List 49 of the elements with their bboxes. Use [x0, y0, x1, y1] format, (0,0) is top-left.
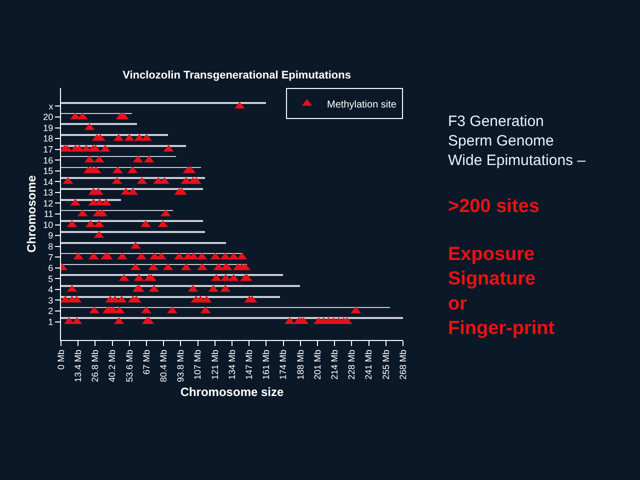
y-tick-label: 9 [48, 230, 54, 241]
y-tick-label: 1 [48, 316, 54, 327]
y-axis-title: Chromosome [24, 175, 38, 253]
y-tick-label: 7 [48, 252, 54, 262]
y-tick-label: 8 [48, 241, 54, 252]
y-tick-label: 13 [43, 188, 54, 198]
y-tick-label: 19 [43, 122, 54, 133]
x-tick-label: 53.6 Mb [124, 350, 134, 382]
y-tick-label: 2 [48, 306, 54, 316]
y-tick-label: 17 [43, 144, 54, 154]
text: >200 sites [448, 196, 540, 217]
y-tick-label: 20 [43, 112, 54, 122]
text: Exposure Signature or Finger-print [448, 244, 556, 340]
x-tick-label: 268 Mb [398, 350, 408, 380]
x-tick-label: 147 Mb [244, 350, 254, 380]
x-tick-label: 228 Mb [346, 350, 357, 380]
x-axis-title: Chromosome size [180, 385, 284, 400]
x-tick-label: 214 Mb [330, 350, 340, 380]
x-tick-label: 13.4 Mb [73, 350, 84, 382]
y-tick-label: 12 [43, 198, 54, 208]
y-tick-label: 15 [43, 166, 54, 176]
x-tick-label: 121 Mb [210, 350, 220, 380]
x-tick-label: 134 Mb [226, 350, 237, 380]
text: F3 Generation Sperm Genome Wide Epimutations – [448, 113, 586, 169]
y-tick-label: 3 [48, 295, 54, 306]
y-tick-label: 4 [48, 284, 54, 295]
y-tick-label: x [48, 101, 54, 112]
x-tick-label: 161 Mb [261, 350, 272, 380]
y-tick-label: 10 [43, 220, 54, 230]
x-tick-label: 174 Mb [278, 350, 288, 380]
chart-title: Vinclozolin Transgenerational Epimutations [122, 69, 351, 82]
y-tick-label: 6 [48, 263, 54, 274]
y-tick-label: 16 [43, 155, 54, 166]
x-tick-label: 107 Mb [192, 350, 203, 380]
x-tick-label: 188 Mb [295, 350, 306, 380]
x-tick-label: 255 Mb [380, 350, 391, 380]
x-tick-label: 241 Mb [364, 350, 374, 380]
legend-label: Methylation site [327, 99, 397, 110]
x-tick-label: 40.2 Mb [107, 350, 118, 382]
x-tick-label: 80.4 Mb [158, 350, 169, 382]
y-tick-label: 14 [43, 176, 54, 187]
y-tick-label: 5 [48, 274, 54, 284]
y-tick-label: 11 [44, 209, 54, 220]
x-tick-label: 67 Mb [141, 350, 152, 375]
x-tick-label: 26.8 Mb [90, 350, 100, 382]
x-tick-label: 0 Mb [56, 350, 66, 370]
x-tick-label: 93.8 Mb [176, 350, 186, 382]
x-tick-label: 201 Mb [312, 350, 322, 380]
y-tick-label: 18 [43, 134, 54, 144]
